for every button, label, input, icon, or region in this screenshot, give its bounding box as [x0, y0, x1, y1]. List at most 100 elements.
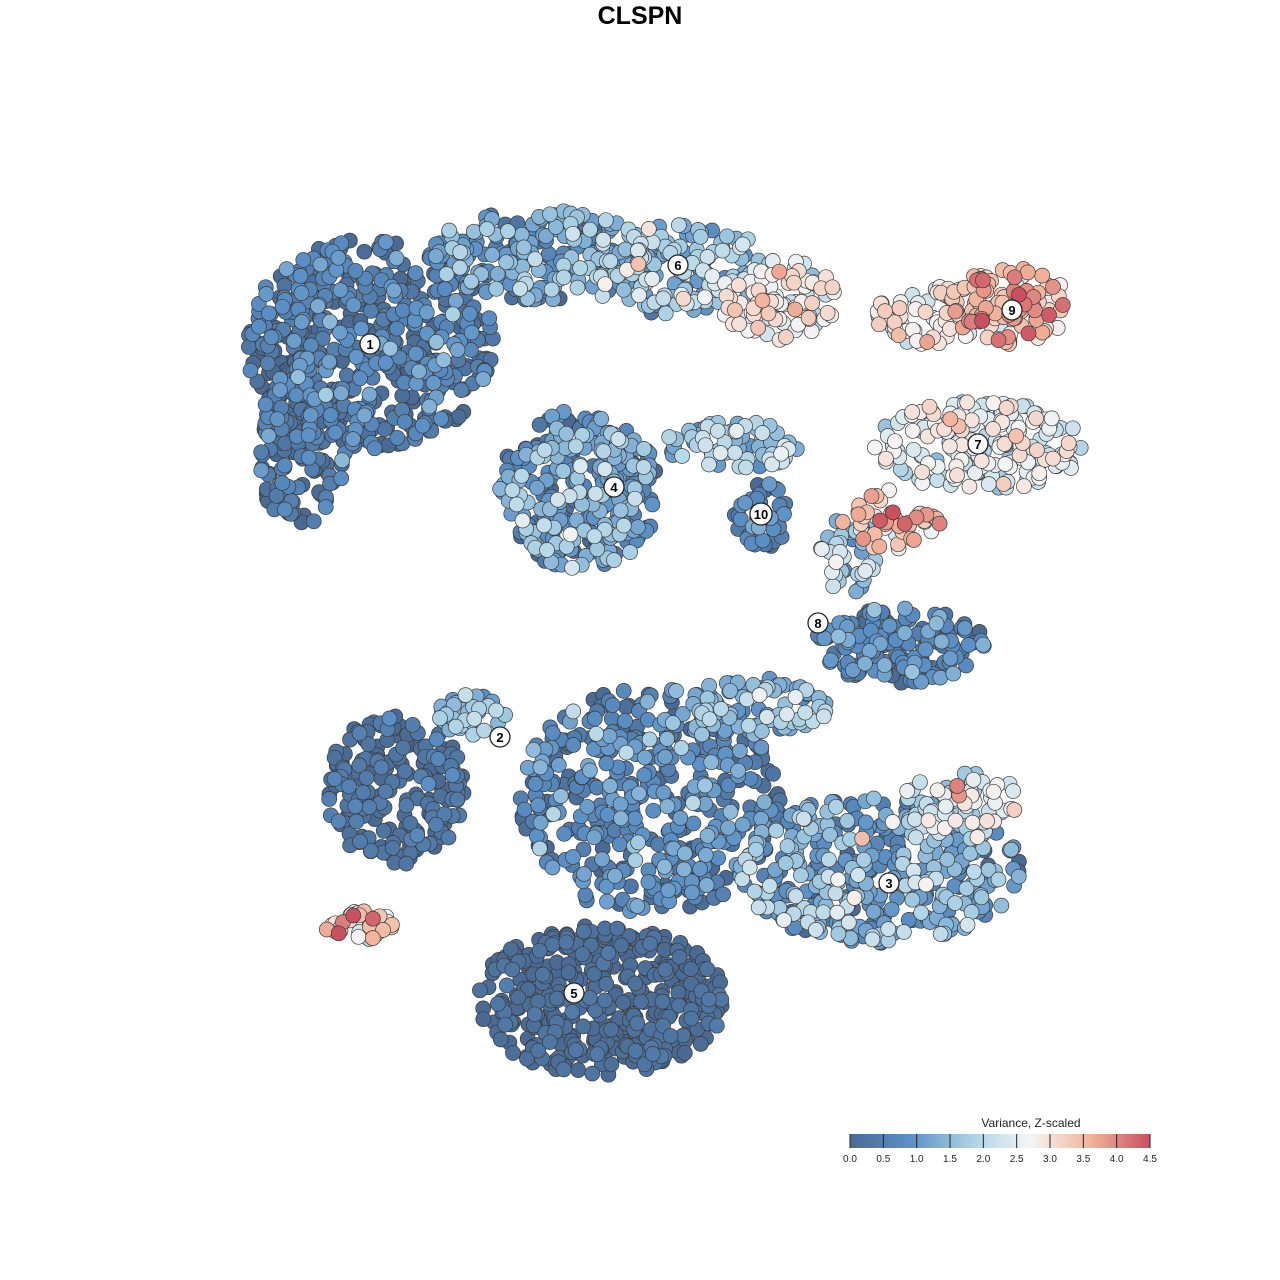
cluster-label-circle [563, 982, 585, 1004]
cell-point [872, 512, 888, 529]
legend-tick-label: 2.5 [1010, 1154, 1024, 1165]
cell-point [615, 683, 632, 699]
cell-point [1031, 465, 1048, 482]
cell-point [577, 887, 594, 903]
cell-point [490, 995, 506, 1012]
cell-point [531, 840, 548, 857]
cell-point [253, 444, 270, 461]
cell-point [567, 438, 584, 455]
cell-point [787, 301, 803, 318]
cell-point [432, 710, 448, 727]
cell-point [914, 464, 931, 480]
cell-point [531, 417, 548, 433]
cell-point [776, 912, 792, 928]
cell-point [597, 992, 613, 1009]
cell-point [352, 833, 368, 850]
cell-point [820, 851, 837, 868]
cell-point [334, 452, 351, 469]
cell-point [692, 1036, 709, 1052]
cell-point [932, 926, 949, 942]
cell-point [834, 514, 851, 530]
cell-point [242, 362, 259, 379]
cell-point [593, 411, 610, 427]
cell-point [908, 829, 924, 846]
cell-point [314, 330, 331, 347]
cell-point [636, 1056, 653, 1073]
cell-point [253, 462, 270, 479]
cell-point [375, 922, 391, 938]
cell-point [674, 448, 690, 464]
cell-point [630, 519, 646, 536]
cell-point [420, 776, 437, 792]
cluster-label-text: 6 [674, 258, 681, 273]
cell-point [959, 916, 976, 933]
cell-point [398, 855, 415, 872]
cell-point [345, 907, 362, 924]
cell-point [545, 806, 562, 822]
legend-tick-label: 4.0 [1110, 1154, 1124, 1165]
cell-point [631, 785, 647, 802]
cluster-label-5: 5 [563, 982, 585, 1004]
cell-point [765, 765, 781, 782]
cell-point [466, 710, 483, 727]
cell-point [574, 946, 591, 963]
cell-point [322, 407, 339, 423]
cell-point [527, 251, 543, 268]
cell-point [659, 731, 675, 747]
cell-point [402, 815, 419, 832]
cell-point [730, 277, 747, 294]
cell-point [351, 757, 368, 774]
cell-point [550, 757, 567, 773]
cell-point [503, 941, 519, 958]
cell-point [361, 799, 378, 815]
cell-point [1005, 783, 1021, 799]
cell-point [712, 445, 729, 461]
cluster-label-circle [489, 726, 511, 748]
cell-point [854, 830, 871, 847]
cell-point [804, 295, 820, 311]
cell-point [505, 1045, 521, 1061]
cluster-label-6: 6 [667, 254, 689, 276]
cell-point [890, 327, 907, 344]
cell-point [569, 279, 586, 296]
cell-point [453, 382, 470, 398]
color-legend: Variance, Z-scaled 0.0 0.5 1.0 1.5 2.0 2.5 3.0… [843, 1116, 1157, 1165]
cell-point [741, 859, 758, 876]
cell-point [286, 333, 302, 349]
cluster-label-circle [359, 333, 381, 355]
cell-point [657, 305, 674, 322]
cell-point [586, 829, 603, 846]
cell-point [312, 256, 329, 273]
cell-point [866, 602, 883, 618]
cell-point [450, 408, 467, 425]
cell-point [351, 725, 368, 742]
cell-point [865, 903, 882, 920]
cell-point [565, 849, 581, 865]
cell-point [787, 689, 804, 705]
cell-point [839, 813, 856, 829]
cell-point [896, 515, 913, 532]
cluster-label-4: 4 [603, 476, 625, 498]
cell-point [956, 620, 973, 637]
cell-point [740, 717, 757, 734]
cell-point [761, 476, 778, 493]
cell-point [640, 874, 657, 890]
cell-point [830, 628, 847, 645]
cell-point [692, 861, 708, 877]
cell-point [709, 422, 726, 439]
cluster-label-text: 7 [974, 437, 981, 452]
cell-point [850, 867, 866, 883]
cell-point [377, 234, 394, 250]
cell-point [657, 961, 674, 978]
cell-point [995, 476, 1012, 492]
cell-point [388, 250, 405, 267]
cell-point [326, 771, 343, 787]
cell-point [751, 687, 768, 703]
cell-point [597, 276, 613, 293]
cell-point [761, 877, 778, 894]
cell-point [671, 217, 687, 233]
cell-point [504, 961, 521, 978]
cell-point [1043, 410, 1060, 427]
cell-point [703, 754, 720, 771]
cell-point [526, 1006, 543, 1023]
